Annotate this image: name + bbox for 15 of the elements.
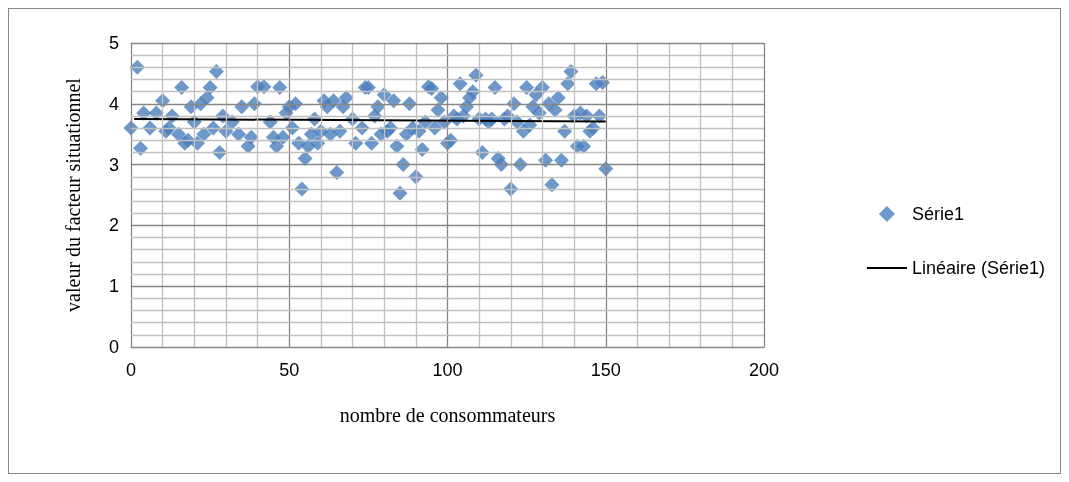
legend-label: Série1 (911, 204, 964, 224)
y-tick-label: 2 (108, 215, 119, 236)
y-tick-label: 3 (108, 154, 119, 175)
legend-label: Linéaire (Série1) (911, 258, 1046, 278)
x-tick-label: 200 (748, 360, 780, 380)
y-tick-label: 0 (108, 337, 119, 357)
x-axis-title: nombre de consommateurs (339, 404, 556, 426)
y-tick-label: 4 (108, 93, 119, 114)
y-tick-label: 1 (108, 276, 119, 297)
y-axis-title: valeur du facteur situationnel (62, 77, 84, 312)
x-tick-label: 150 (590, 360, 621, 380)
x-tick-label: 100 (432, 360, 463, 380)
x-tick-label: 50 (279, 360, 300, 380)
x-tick-label: 0 (125, 360, 137, 380)
y-tick-label: 5 (108, 33, 119, 53)
